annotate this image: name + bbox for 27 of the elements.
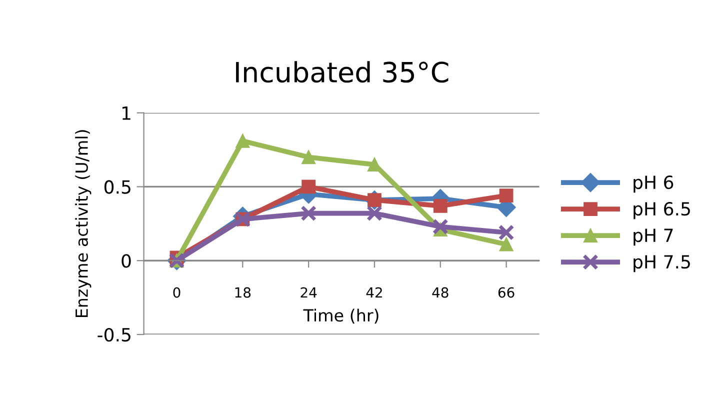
y-tick-label: -0.5 (98, 328, 130, 342)
y-axis-title: Enzyme activity (U/ml) (75, 130, 92, 317)
x-tick-label: 18 (235, 287, 251, 298)
x-tick-label: 0 (173, 287, 180, 298)
point (236, 134, 250, 148)
legend-label: pH 7.5 (634, 255, 690, 272)
point (433, 198, 448, 213)
x-tick-label: 42 (366, 287, 382, 298)
x-tick-label: 66 (498, 287, 514, 298)
legend-label: pH 6.5 (634, 202, 690, 220)
point (499, 237, 514, 252)
x-axis-title: Time (hr) (303, 308, 378, 324)
y-tick-label: 0 (122, 254, 131, 268)
point (300, 205, 317, 222)
legend-label: pH 7 (634, 228, 673, 246)
x-tick-label: 24 (300, 287, 317, 298)
point (366, 205, 382, 222)
point (432, 218, 448, 235)
y-tick-label: 0.5 (104, 180, 130, 194)
chart-title: Incubated 35°C (236, 61, 448, 83)
point (498, 224, 514, 241)
point (499, 188, 514, 203)
x-tick-label: 48 (432, 287, 448, 298)
y-tick-label: 1 (122, 106, 130, 120)
point (302, 150, 316, 164)
legend-label: pH 6 (634, 175, 674, 193)
point (302, 180, 316, 194)
